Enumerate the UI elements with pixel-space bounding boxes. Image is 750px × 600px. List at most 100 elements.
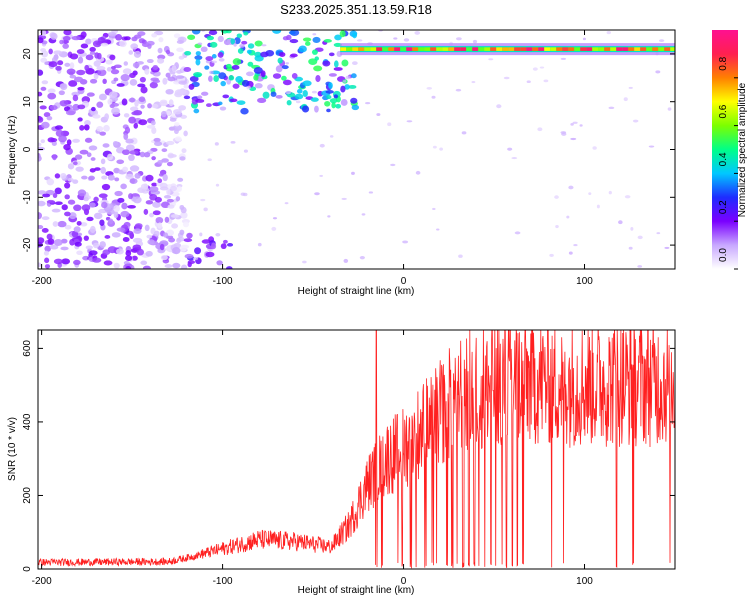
- spectrogram-cell: [77, 117, 83, 122]
- spectrogram-cell: [132, 196, 142, 204]
- spectrogram-cell: [439, 147, 443, 151]
- spectrogram-cell: [184, 253, 194, 259]
- spectrogram-cell: [38, 146, 45, 151]
- carrier-segment: [340, 47, 347, 51]
- snr-y-tick-label: 600: [22, 340, 33, 357]
- spectrogram-cell: [194, 73, 202, 78]
- spectrogram-cell: [195, 98, 205, 103]
- spectrogram-cell: [128, 154, 135, 162]
- spectrogram-cell: [350, 73, 357, 79]
- spectrogram-cell: [164, 216, 170, 223]
- spectrogram-cell: [128, 97, 136, 103]
- spectrogram-cell: [341, 59, 349, 67]
- spectrogram-cell: [329, 98, 338, 104]
- spectrogram-cell: [86, 216, 94, 222]
- spectrogram-cell: [125, 255, 133, 261]
- spectrogram-cell: [77, 189, 87, 197]
- spectrogram-cell: [92, 114, 101, 119]
- spectrogram-cell: [176, 186, 183, 192]
- spectrogram-cell: [81, 204, 91, 212]
- spectrogram-cell: [107, 32, 117, 37]
- spectrogram-cell: [655, 70, 661, 74]
- spectrogram-cell: [167, 76, 176, 82]
- spectrogram-cell: [277, 57, 283, 64]
- carrier-segment: [502, 47, 509, 51]
- spectrogram-cell: [566, 215, 570, 219]
- spectrogram-cell: [101, 183, 111, 191]
- spectrogram-cell: [343, 258, 349, 263]
- spectrogram-cell: [53, 50, 63, 55]
- spectrogram-cell: [311, 90, 317, 94]
- spectrogram-cell: [282, 79, 292, 86]
- spectrogram-cell: [152, 79, 161, 84]
- carrier-segment: [370, 47, 377, 51]
- spectrogram-cell: [225, 63, 232, 69]
- spectrogram-cell: [121, 202, 128, 210]
- carrier-segment: [532, 47, 539, 51]
- spectrogram-cell: [471, 80, 476, 84]
- spectrogram-cell: [161, 110, 167, 118]
- snr-x-tick-label: -100: [213, 576, 233, 587]
- spectrogram-cell: [54, 201, 63, 206]
- spectrogram-cell: [302, 80, 312, 87]
- spectrogram-cell: [549, 253, 554, 257]
- spectrogram-cell: [596, 204, 600, 209]
- spectrogram-cell: [83, 124, 90, 131]
- spectrogram-cell: [341, 197, 347, 200]
- spectrogram-cell: [284, 202, 289, 205]
- spectrogram-cell: [220, 80, 226, 87]
- spectrogram-cell: [102, 78, 107, 85]
- spectrogram-cell: [47, 88, 56, 94]
- spectrogram-cell: [143, 151, 151, 158]
- spectrogram-cell: [55, 65, 62, 71]
- spectrogram-cell: [240, 192, 246, 196]
- spectrogram-cell: [254, 83, 263, 89]
- spectrogram-cell: [334, 34, 342, 41]
- snr-x-tick-label: 0: [401, 576, 407, 587]
- spectrogram-cell: [134, 172, 141, 179]
- spectrogram-cell: [138, 119, 148, 126]
- spectrogram-cell: [324, 100, 331, 107]
- spectrogram-cell: [93, 212, 103, 220]
- spectrogram-cell: [72, 161, 78, 166]
- spectrogram-cell: [158, 172, 165, 177]
- spectrogram-cell: [147, 43, 152, 49]
- spectrogram-cell: [184, 50, 192, 56]
- spectrogram-cell: [205, 251, 215, 258]
- spectrogram-cell: [254, 40, 263, 47]
- carrier-segment: [658, 47, 665, 51]
- carrier-segment: [652, 47, 659, 51]
- spectrogram-cell: [275, 65, 283, 73]
- spectrogram-cell: [154, 196, 162, 203]
- spectrogram-cell: [311, 49, 318, 55]
- spectrogram-cell: [111, 199, 118, 204]
- spectrogram-cell: [46, 178, 55, 186]
- spectrogram-cell: [67, 199, 76, 205]
- spectrogram-cell: [132, 62, 140, 69]
- spectrogram-cell: [163, 195, 172, 199]
- spectrogram-cell: [201, 91, 209, 96]
- spectrogram-cell: [215, 233, 221, 237]
- spectrogram-cell: [39, 105, 47, 110]
- carrier-segment: [640, 47, 647, 51]
- spectrogram-cell: [218, 72, 227, 80]
- spectrogram-cell: [194, 55, 203, 61]
- spectrogram-cell: [200, 46, 208, 53]
- carrier-segment: [646, 47, 653, 51]
- spectrogram-cell: [573, 244, 578, 247]
- spectrogram-cell: [128, 50, 134, 55]
- spectrogram-y-tick-label: 20: [22, 48, 33, 60]
- spectrogram-cell: [129, 178, 138, 185]
- spectrogram-cell: [164, 264, 173, 268]
- spectrogram-cell: [160, 255, 168, 261]
- spectrogram-cell: [157, 159, 163, 165]
- spectrogram-cell: [72, 138, 80, 143]
- spectrogram-cell: [40, 139, 46, 144]
- spectrogram-cell: [344, 84, 350, 90]
- spectrogram-cell: [361, 213, 366, 216]
- spectrogram-cell: [166, 161, 173, 167]
- spectrogram-cell: [54, 173, 61, 179]
- spectrogram-cell: [606, 31, 611, 35]
- carrier-segment: [490, 47, 497, 51]
